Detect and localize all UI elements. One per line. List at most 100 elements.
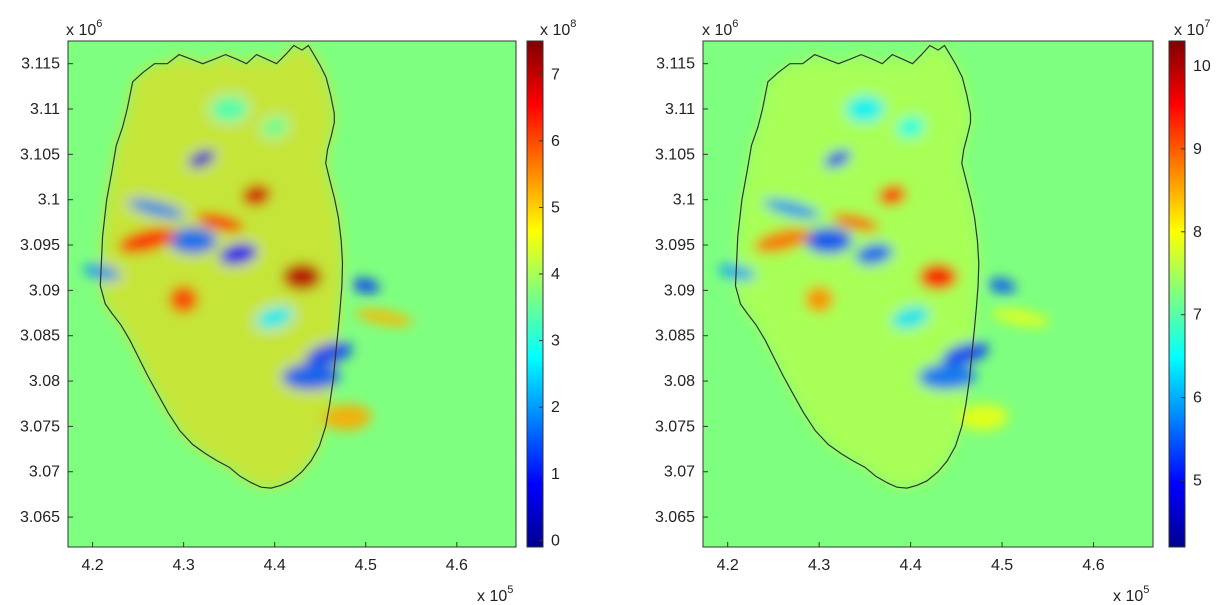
x-tick-label: 4.5 [991, 557, 1013, 574]
x-tick-label: 4.3 [173, 557, 195, 574]
colorbar-right [1168, 40, 1186, 548]
x-tick-label: 4.2 [81, 557, 103, 574]
colorbar-tick-label: 5 [551, 199, 560, 216]
heatmap-feature [892, 306, 930, 329]
heatmap-feature [282, 363, 341, 390]
heatmap-feature [959, 404, 1008, 431]
x-tick-label: 4.3 [808, 557, 830, 574]
heatmap-feature [919, 263, 958, 290]
y-tick-label: 3.08 [29, 373, 60, 390]
heatmap-feature [260, 116, 289, 138]
heatmap-feature [210, 95, 249, 123]
y-tick-label: 3.085 [655, 328, 695, 345]
colorbar-ticks-left: 0 1 2 3 4 5 6 7 [539, 66, 560, 549]
heatmap-feature [832, 213, 880, 232]
y-tick-label: 3.065 [655, 509, 695, 526]
heatmap-feature [763, 199, 820, 219]
island-field [735, 45, 979, 489]
colorbar-exponent-right: x 107 [1174, 18, 1210, 39]
heatmap-feature [918, 363, 977, 390]
x-tick-label: 4.4 [899, 557, 921, 574]
colorbar-tick-label: 2 [551, 399, 560, 416]
heatmap-feature [754, 228, 811, 253]
island-field [100, 45, 343, 489]
y-ticks-left: 3.065 3.07 3.075 3.08 3.085 3.09 3.095 3.1 3.105… [20, 56, 73, 526]
y-tick-label: 3.075 [20, 418, 60, 435]
heatmap-feature [845, 95, 884, 123]
heatmap-feature [118, 228, 176, 253]
x-tick-label: 4.4 [264, 557, 286, 574]
x-ticks-left: 4.2 4.3 4.4 4.5 4.6 [81, 542, 468, 574]
heatmap-feature [283, 263, 321, 290]
colorbar-tick-label: 7 [551, 66, 560, 83]
heatmap-feature [256, 306, 294, 329]
heatmap-feature [305, 342, 353, 366]
heatmap-feature [188, 150, 215, 168]
x-tick-label: 4.2 [717, 557, 739, 574]
heatmap-feature [896, 116, 925, 138]
heatmap-feature [323, 404, 372, 431]
y-tick-label: 3.07 [664, 464, 695, 481]
coastline-right [734, 44, 980, 489]
heatmap-feature [355, 309, 413, 327]
colorbar-tick-label: 4 [551, 266, 560, 283]
heatmap-feature [991, 309, 1049, 327]
colorbar-tick-label: 3 [551, 333, 560, 350]
coastline-left [99, 44, 344, 489]
y-tick-label: 3.095 [20, 237, 60, 254]
colorbar-tick-label: 0 [551, 532, 560, 549]
colorbar-tick-label: 6 [551, 133, 560, 150]
heatmap-blobs [83, 45, 413, 489]
y-tick-label: 3.08 [664, 373, 695, 390]
heatmap-feature [988, 278, 1016, 294]
heatmap-feature [942, 342, 989, 366]
y-tick-label: 3.105 [655, 146, 695, 163]
x-exponent-right: x 105 [1113, 584, 1149, 605]
heatmap-feature [824, 150, 851, 168]
y-tick-label: 3.085 [20, 328, 60, 345]
colorbar-tick-label: 1 [551, 466, 560, 483]
y-tick-label: 3.1 [673, 192, 695, 209]
heatmap-feature [242, 184, 271, 206]
heatmap-feature [718, 264, 756, 281]
y-exponent-right: x 106 [702, 18, 738, 39]
y-tick-label: 3.09 [664, 282, 695, 299]
chart-right: 3.065 3.07 3.075 3.08 3.085 3.09 3.095 3.1 3.105… [655, 18, 1211, 605]
heatmap-blobs [718, 45, 1049, 489]
heatmap-feature [805, 286, 834, 313]
y-tick-label: 3.11 [665, 101, 695, 118]
colorbar-exponent-left: x 108 [540, 18, 576, 39]
x-tick-label: 4.6 [446, 557, 468, 574]
x-tick-label: 4.6 [1082, 557, 1104, 574]
heatmap-feature [855, 243, 893, 265]
y-tick-label: 3.075 [655, 418, 695, 435]
y-tick-label: 3.1 [38, 192, 60, 209]
y-tick-label: 3.065 [20, 509, 60, 526]
x-tick-label: 4.5 [355, 557, 377, 574]
heatmap-layer-left [83, 45, 413, 489]
heatmap-feature [196, 213, 244, 232]
colorbar-tick-label: 8 [1193, 224, 1202, 241]
y-exponent-left: x 106 [66, 18, 102, 39]
colorbar-tick-label: 6 [1193, 390, 1202, 407]
colorbar-ticks-right: 5 6 7 8 9 10 [1181, 58, 1211, 490]
y-ticks-right: 3.065 3.07 3.075 3.08 3.085 3.09 3.095 3.1 3.105… [655, 56, 708, 526]
x-ticks-right: 4.2 4.3 4.4 4.5 4.6 [717, 542, 1105, 574]
y-tick-label: 3.115 [656, 56, 695, 73]
y-tick-label: 3.07 [29, 464, 60, 481]
heatmap-feature [878, 184, 907, 206]
y-tick-label: 3.09 [29, 282, 60, 299]
y-tick-label: 3.105 [20, 146, 60, 163]
heatmap-feature [219, 243, 258, 265]
heatmap-feature [351, 278, 380, 294]
heatmap-feature [169, 286, 198, 313]
heatmap-feature [128, 199, 185, 219]
y-tick-label: 3.11 [30, 101, 60, 118]
y-tick-label: 3.115 [21, 56, 60, 73]
y-tick-label: 3.095 [655, 237, 695, 254]
colorbar-tick-label: 10 [1193, 58, 1211, 75]
colorbar-tick-label: 5 [1193, 473, 1202, 490]
heatmap-feature [83, 264, 121, 281]
colorbar-tick-label: 9 [1193, 141, 1202, 158]
